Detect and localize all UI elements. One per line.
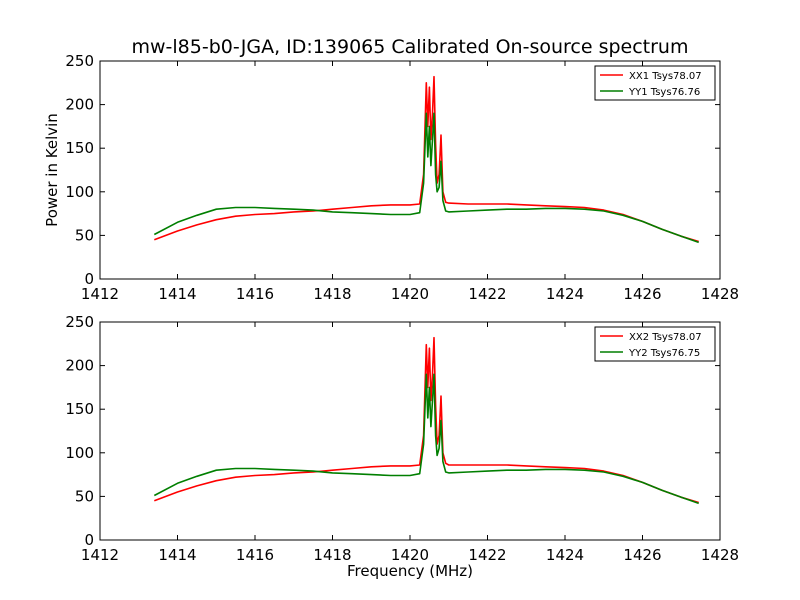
y-tick-label: 150 xyxy=(65,400,94,418)
x-tick-label: 1426 xyxy=(623,546,661,564)
plots-container: 1412 1414 1416 1418 1420 1422 1424 1426 1428 0 50 1… xyxy=(43,52,739,580)
y-tick-label: 250 xyxy=(65,52,94,70)
series-line-xx2 xyxy=(154,336,699,504)
series-line-yy2 xyxy=(153,373,699,505)
x-tick-label: 1422 xyxy=(468,546,506,564)
plot-1: 1412 1414 1416 1418 1420 1422 1424 1426 1428 0 50 1… xyxy=(43,52,739,303)
y-tick-label: 100 xyxy=(65,183,94,201)
x-tick-label: 1428 xyxy=(701,546,739,564)
x-tick-label: 1414 xyxy=(158,546,196,564)
series-group xyxy=(153,75,699,244)
y-tick-label: 50 xyxy=(75,226,94,244)
x-tick-label: 1418 xyxy=(313,285,351,303)
legend: XX2 Tsys78.07 YY2 Tsys76.75 xyxy=(594,326,716,362)
legend-entry: YY2 Tsys76.75 xyxy=(628,348,700,359)
x-tick-label: 1424 xyxy=(546,546,584,564)
x-tick-label: 1418 xyxy=(313,546,351,564)
plot-2: 1412 1414 1416 1418 1420 1422 1424 1426 1428 0 50 1… xyxy=(65,313,739,580)
x-tick-label: 1414 xyxy=(158,285,196,303)
legend: XX1 Tsys78.07 YY1 Tsys76.76 xyxy=(594,65,716,101)
x-tick-label: 1416 xyxy=(236,546,274,564)
y-tick-label: 250 xyxy=(65,313,94,331)
series-group xyxy=(153,336,699,505)
x-axis-label: Frequency (MHz) xyxy=(347,562,473,580)
y-tick-label: 150 xyxy=(65,139,94,157)
x-tick-label: 1416 xyxy=(236,285,274,303)
x-tick-label: 1424 xyxy=(546,285,584,303)
y-tick-label: 200 xyxy=(65,357,94,375)
y-axis-label: Power in Kelvin xyxy=(43,113,61,227)
series-line-yy1 xyxy=(153,112,699,244)
y-tick-label: 0 xyxy=(84,270,94,288)
x-tick-label: 1420 xyxy=(391,546,429,564)
legend-entry: XX1 Tsys78.07 xyxy=(629,71,702,82)
y-tick-label: 0 xyxy=(84,531,94,549)
series-line-xx1 xyxy=(154,75,699,243)
legend-box xyxy=(594,65,716,101)
x-tick-label: 1422 xyxy=(468,285,506,303)
legend-entry: XX2 Tsys78.07 xyxy=(629,332,702,343)
legend-box xyxy=(594,326,716,362)
legend-entry: YY1 Tsys76.76 xyxy=(628,87,700,98)
x-tick-label: 1426 xyxy=(623,285,661,303)
x-tick-label: 1420 xyxy=(391,285,429,303)
y-tick-label: 200 xyxy=(65,96,94,114)
x-tick-label: 1428 xyxy=(701,285,739,303)
y-tick-label: 50 xyxy=(75,487,94,505)
x-tick-label: 1412 xyxy=(81,546,119,564)
figure-title: mw-l85-b0-JGA, ID:139065 Calibrated On-s… xyxy=(131,36,688,58)
x-tick-label: 1412 xyxy=(81,285,119,303)
y-tick-label: 100 xyxy=(65,444,94,462)
